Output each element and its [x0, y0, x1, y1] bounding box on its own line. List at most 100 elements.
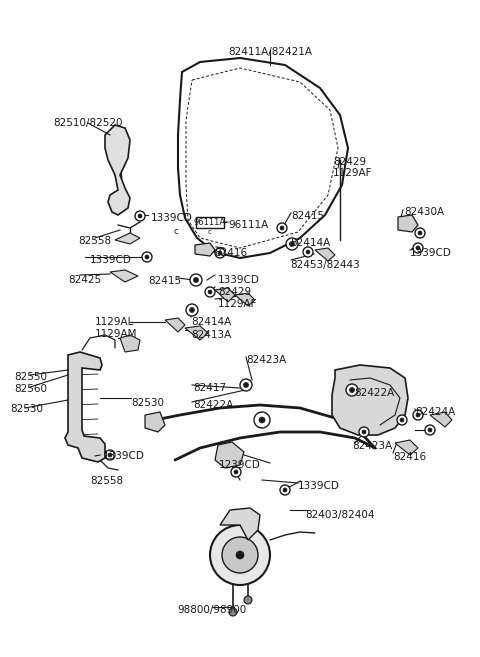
Polygon shape — [178, 58, 348, 258]
Text: 82550: 82550 — [14, 372, 47, 382]
Text: 82413A: 82413A — [191, 330, 231, 340]
Circle shape — [397, 415, 407, 425]
Text: 82425: 82425 — [68, 275, 101, 285]
Circle shape — [418, 231, 422, 235]
Text: 82423A: 82423A — [246, 355, 286, 365]
Text: 96111A: 96111A — [228, 220, 268, 230]
Circle shape — [280, 226, 284, 230]
Text: 82417: 82417 — [193, 383, 226, 393]
Circle shape — [280, 485, 290, 495]
Circle shape — [413, 410, 423, 420]
Polygon shape — [105, 125, 130, 215]
Circle shape — [415, 228, 425, 238]
Circle shape — [142, 252, 152, 262]
Polygon shape — [195, 243, 215, 256]
Circle shape — [208, 290, 212, 294]
Circle shape — [240, 379, 252, 391]
Circle shape — [145, 255, 149, 259]
Circle shape — [205, 287, 215, 297]
Text: 98800/98900: 98800/98900 — [178, 605, 247, 615]
Circle shape — [277, 223, 287, 233]
Text: c: c — [174, 227, 178, 237]
Polygon shape — [315, 248, 335, 261]
Text: 82414A: 82414A — [290, 238, 330, 248]
Text: 1339CD: 1339CD — [218, 275, 260, 285]
Text: 82415: 82415 — [291, 211, 324, 221]
Polygon shape — [235, 293, 255, 306]
Text: 1339CD: 1339CD — [298, 481, 340, 491]
Polygon shape — [145, 412, 165, 432]
Text: 82422A: 82422A — [354, 388, 394, 398]
Circle shape — [236, 551, 244, 559]
Text: 1129AM: 1129AM — [95, 329, 137, 339]
FancyBboxPatch shape — [196, 217, 224, 228]
Circle shape — [243, 382, 249, 388]
Circle shape — [303, 247, 313, 257]
Polygon shape — [395, 440, 418, 455]
Circle shape — [231, 467, 241, 477]
Polygon shape — [165, 318, 185, 332]
Text: 82560: 82560 — [14, 384, 47, 394]
Text: 82530: 82530 — [131, 398, 164, 408]
Text: 82411A/82421A: 82411A/82421A — [228, 47, 312, 57]
Circle shape — [234, 470, 238, 474]
Text: 82558: 82558 — [90, 476, 123, 486]
Text: 1339CD: 1339CD — [410, 248, 452, 258]
Text: 82430A: 82430A — [404, 207, 444, 217]
Text: 1239CD: 1239CD — [219, 460, 261, 470]
Text: 1129AF: 1129AF — [333, 168, 372, 178]
Circle shape — [283, 488, 287, 492]
Circle shape — [135, 211, 145, 221]
Circle shape — [416, 246, 420, 250]
Circle shape — [254, 412, 270, 428]
Circle shape — [416, 413, 420, 417]
Text: 82530: 82530 — [10, 404, 43, 414]
Polygon shape — [65, 352, 105, 462]
Text: 82416: 82416 — [214, 248, 247, 258]
Circle shape — [186, 304, 198, 316]
Circle shape — [289, 242, 295, 246]
Circle shape — [190, 307, 194, 313]
Circle shape — [359, 427, 369, 437]
Circle shape — [222, 537, 258, 573]
Text: 82422A: 82422A — [193, 400, 233, 410]
Polygon shape — [215, 442, 244, 468]
Text: 82510/82520: 82510/82520 — [53, 118, 123, 128]
Text: 82423A: 82423A — [352, 441, 392, 451]
Text: 1339CD: 1339CD — [90, 255, 132, 265]
Circle shape — [138, 214, 142, 218]
Text: 82415: 82415 — [148, 276, 181, 286]
Circle shape — [229, 608, 237, 616]
Circle shape — [413, 243, 423, 253]
Circle shape — [215, 248, 225, 258]
Circle shape — [259, 417, 265, 423]
Circle shape — [286, 238, 298, 250]
Circle shape — [218, 251, 222, 255]
Text: 1339CD: 1339CD — [103, 451, 145, 461]
Text: 1129AF: 1129AF — [218, 299, 257, 309]
Circle shape — [428, 428, 432, 432]
Circle shape — [349, 388, 355, 392]
Text: 82558: 82558 — [78, 236, 111, 246]
Circle shape — [400, 418, 404, 422]
Polygon shape — [398, 215, 418, 232]
Text: 82416: 82416 — [393, 452, 426, 462]
Circle shape — [193, 277, 199, 283]
Polygon shape — [120, 335, 140, 352]
Polygon shape — [220, 508, 260, 540]
Circle shape — [210, 525, 270, 585]
Polygon shape — [110, 270, 138, 282]
Text: 82403/82404: 82403/82404 — [305, 510, 374, 520]
Text: 82429: 82429 — [333, 157, 366, 167]
Circle shape — [346, 384, 358, 396]
Circle shape — [244, 596, 252, 604]
Circle shape — [190, 274, 202, 286]
Circle shape — [108, 453, 112, 457]
Circle shape — [425, 425, 435, 435]
Polygon shape — [332, 365, 408, 435]
Text: 82429: 82429 — [218, 287, 251, 297]
Polygon shape — [430, 412, 452, 427]
Text: c: c — [208, 229, 212, 235]
Text: 96111A: 96111A — [194, 218, 226, 227]
Circle shape — [362, 430, 366, 434]
